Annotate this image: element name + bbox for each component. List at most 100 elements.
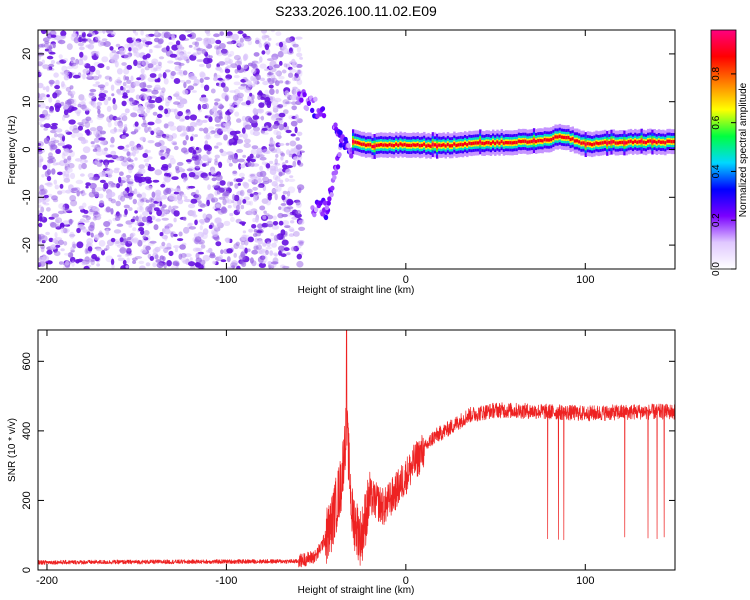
spectrogram-noise-blob xyxy=(69,125,76,131)
spectrogram-noise-blob xyxy=(102,152,110,156)
spectrogram-noise-blob xyxy=(63,158,68,164)
spectrogram-noise-blob xyxy=(46,249,53,255)
spectrogram-noise-blob xyxy=(236,118,242,123)
spectrogram-tone-cell xyxy=(608,141,611,145)
spectrogram-noise-blob xyxy=(64,260,70,266)
spectrogram-noise-blob xyxy=(130,146,135,152)
spectrogram-tone-cell xyxy=(651,140,654,144)
spectrogram-noise-blob xyxy=(226,151,234,156)
spectrogram-noise-blob xyxy=(175,91,180,96)
spectrogram-noise-blob xyxy=(293,87,299,93)
spectrogram-noise-blob xyxy=(59,183,64,189)
spectrogram-noise-blob xyxy=(251,94,255,100)
spectrogram-noise-blob xyxy=(96,50,100,57)
spectrogram-noise-blob xyxy=(279,60,283,66)
spectrogram-noise-blob xyxy=(258,90,263,96)
spectrogram-noise-blob xyxy=(108,114,114,121)
spectrogram-noise-blob xyxy=(152,111,158,116)
spectrogram-noise-blob xyxy=(173,191,180,195)
spectrogram-noise-blob xyxy=(232,135,239,142)
spectrogram-noise-blob xyxy=(159,245,166,249)
spectrogram-noise-blob xyxy=(190,136,194,142)
spectrogram-noise-blob xyxy=(178,231,183,237)
spectrogram-noise-blob xyxy=(249,173,257,177)
spectrogram-noise-blob xyxy=(48,96,53,103)
spectrogram-noise-blob xyxy=(218,43,226,49)
spectrogram-tone-cell xyxy=(657,139,661,144)
spectrogram-noise-blob xyxy=(183,150,189,155)
spectrogram-tone-cell xyxy=(436,144,439,148)
spectrogram-noise-blob xyxy=(287,200,294,205)
spectrogram-noise-blob xyxy=(255,244,262,250)
spectrogram-noise-blob xyxy=(63,252,70,256)
spectrogram-tone-cell xyxy=(567,135,570,140)
spectrogram-noise-blob xyxy=(101,38,108,42)
spectrogram-noise-blob xyxy=(214,98,221,102)
spectrogram-noise-blob xyxy=(204,140,208,146)
spectrogram-tone-cell xyxy=(560,135,564,139)
spectrogram-noise-blob xyxy=(125,265,129,269)
spectrogram-noise-blob xyxy=(111,57,118,64)
spectrogram-noise-blob xyxy=(45,231,50,236)
spectrogram-noise-blob xyxy=(122,156,128,163)
spectrogram-noise-blob xyxy=(86,231,91,236)
spectrogram-noise-blob xyxy=(43,43,50,48)
spectrogram-tone-cell xyxy=(380,143,383,147)
spectrogram-noise-blob xyxy=(38,156,44,163)
spectrogram-noise-blob xyxy=(226,31,233,37)
spectrogram-noise-blob xyxy=(78,94,85,101)
spectrogram-noise-blob xyxy=(156,262,164,269)
spectrogram-noise-blob xyxy=(55,219,60,225)
spectrogram-tone-cell xyxy=(457,143,460,147)
spectrogram-noise-blob xyxy=(142,119,147,126)
spectrogram-noise-blob xyxy=(81,163,87,170)
spectrogram-noise-blob xyxy=(38,121,42,126)
spectrogram-noise-blob xyxy=(236,92,244,99)
snr-y-label: SNR (10 * v/v) xyxy=(7,418,18,482)
snr-series-line xyxy=(38,330,675,568)
spectrogram-noise-blob xyxy=(261,161,267,165)
spectrogram-noise-blob xyxy=(46,162,51,170)
spectrogram-noise-blob xyxy=(149,73,157,78)
spectrogram-noise-blob xyxy=(55,162,61,166)
spectrogram-noise-blob xyxy=(63,173,69,180)
spectrogram-noise-blob xyxy=(61,35,67,39)
spectrogram-noise-blob xyxy=(62,228,70,233)
spectrogram-noise-blob xyxy=(95,35,101,41)
spectrogram-noise-blob xyxy=(225,237,231,244)
spectrogram-noise-blob xyxy=(140,68,145,74)
spectrogram-noise-blob xyxy=(159,149,165,153)
spectrogram-noise-blob xyxy=(159,232,164,237)
spectrogram-tone-cell xyxy=(595,141,598,145)
spectrogram-noise-blob xyxy=(98,193,104,199)
spectrogram-noise-blob xyxy=(41,59,45,65)
spectrogram-noise-blob xyxy=(294,213,302,219)
spectrogram-noise-blob xyxy=(269,64,274,70)
spectrogram-tone-cell xyxy=(470,142,473,146)
spectrogram-y-tick-label: 20 xyxy=(21,48,33,60)
spectrogram-tone-cell xyxy=(446,142,450,147)
spectrogram-tone-cell xyxy=(649,139,652,143)
spectrogram-noise-blob xyxy=(46,55,54,60)
spectrogram-noise-blob xyxy=(97,113,105,119)
spectrogram-tone-cell xyxy=(403,142,407,147)
spectrogram-noise-blob xyxy=(79,30,85,34)
spectrogram-noise-blob xyxy=(253,245,259,251)
spectrogram-noise-blob xyxy=(241,64,248,70)
spectrogram-noise-blob xyxy=(167,121,175,127)
spectrogram-noise-blob xyxy=(231,260,239,266)
spectrogram-noise-blob xyxy=(69,256,76,263)
spectrogram-transition-mark xyxy=(320,106,326,112)
spectrogram-noise-blob xyxy=(237,30,244,35)
spectrogram-noise-blob xyxy=(223,134,228,141)
spectrogram-noise-blob xyxy=(240,240,246,246)
spectrogram-noise-blob xyxy=(161,241,166,247)
spectrogram-noise-blob xyxy=(242,199,247,204)
spectrogram-noise-blob xyxy=(259,205,266,211)
spectrogram-noise-blob xyxy=(111,264,115,269)
spectrogram-noise-blob xyxy=(51,195,58,201)
spectrogram-noise-blob xyxy=(241,176,245,180)
spectrogram-tone-cell xyxy=(425,144,428,148)
spectrogram-tone-cell xyxy=(664,141,667,145)
spectrogram-tone-cell xyxy=(511,141,514,145)
